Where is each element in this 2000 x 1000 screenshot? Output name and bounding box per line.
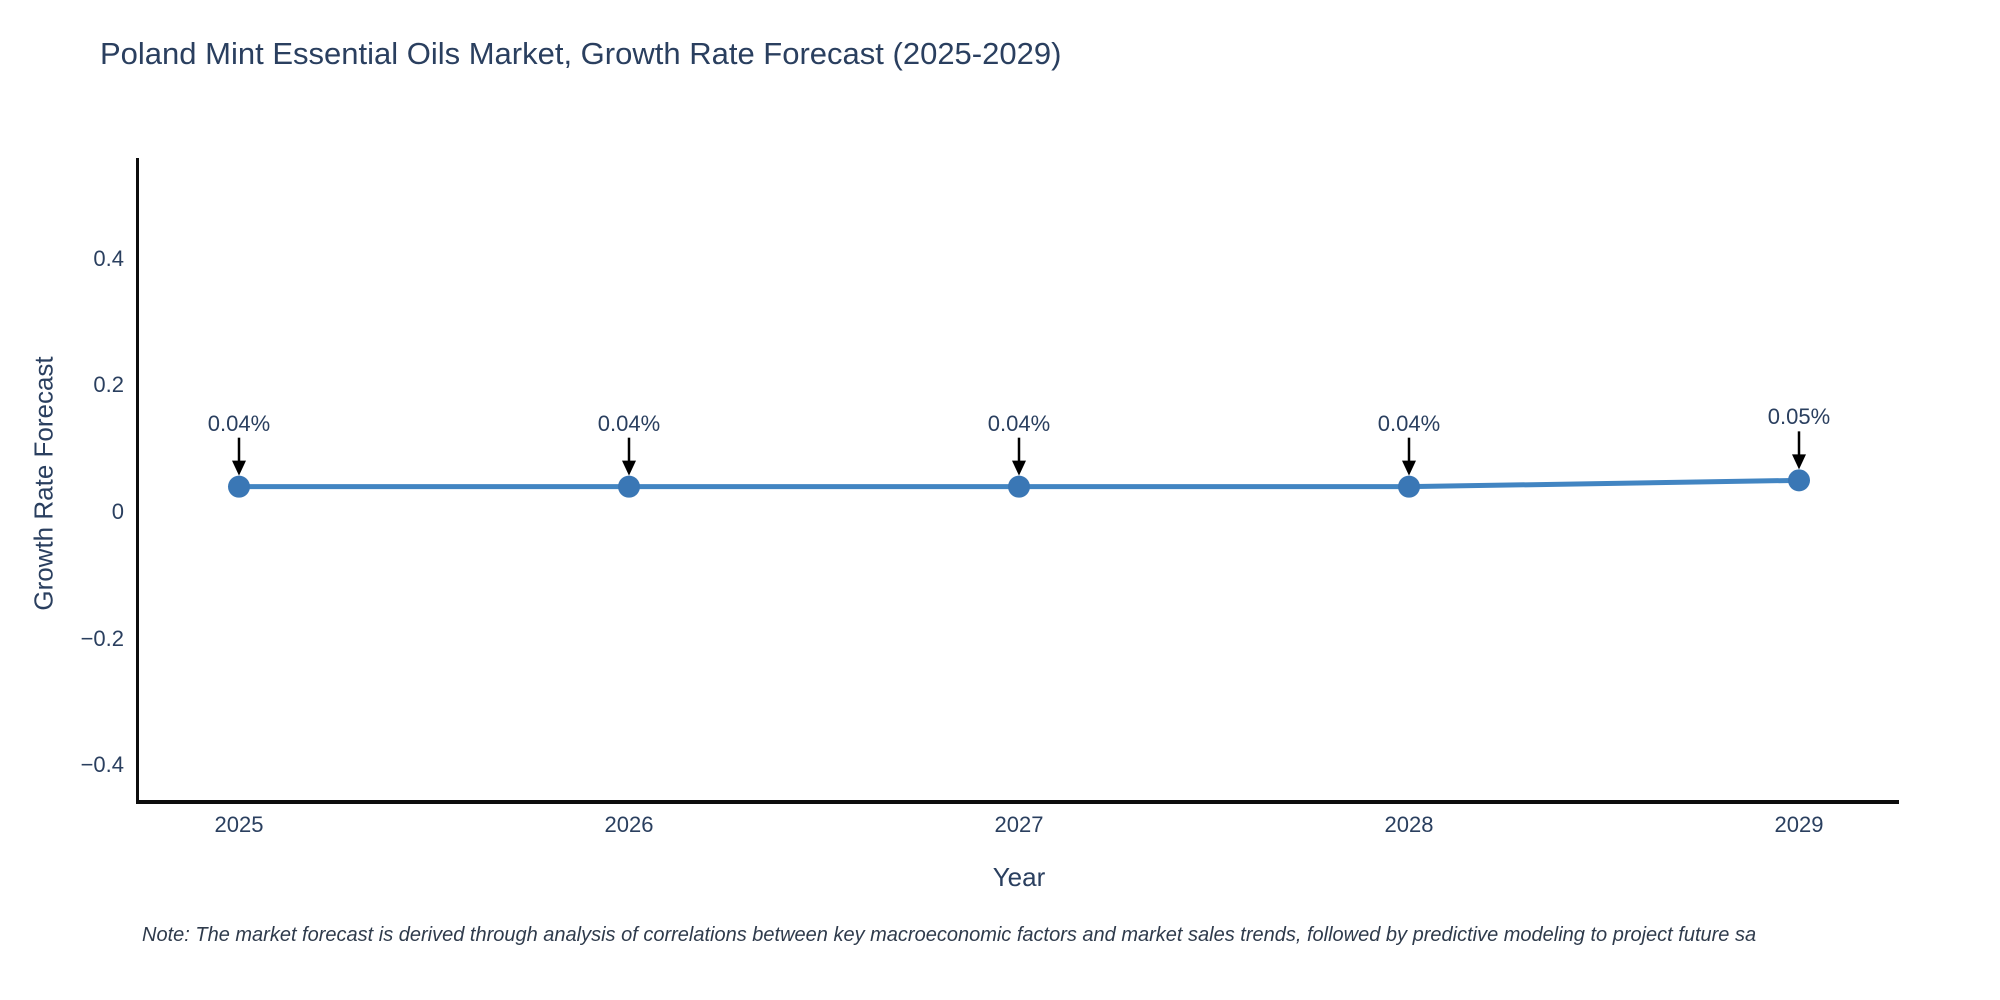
chart-title: Poland Mint Essential Oils Market, Growt…: [100, 36, 1062, 71]
y-tick-label: −0.4: [80, 752, 124, 778]
y-axis-line: [136, 158, 139, 804]
data-point-marker: [1788, 469, 1810, 492]
point-value-label: 0.04%: [597, 410, 661, 436]
annotation-arrowhead-icon: [1402, 460, 1416, 476]
x-tick-label: 2029: [1774, 812, 1824, 837]
x-tick-label: 2026: [604, 812, 654, 837]
annotation-arrowhead-icon: [1012, 460, 1026, 476]
point-value-label: 0.04%: [987, 410, 1051, 436]
data-point-marker: [1008, 475, 1030, 498]
footnote: Note: The market forecast is derived thr…: [142, 924, 1757, 946]
y-tick-label: 0.4: [93, 245, 124, 271]
x-tick-label: 2028: [1384, 812, 1434, 837]
annotation-arrowhead-icon: [622, 460, 636, 476]
annotation-arrowhead-icon: [232, 460, 246, 476]
y-tick-label: −0.2: [80, 625, 124, 651]
x-axis-title: Year: [992, 862, 1046, 892]
data-point-marker: [618, 475, 640, 498]
point-value-label: 0.05%: [1767, 404, 1831, 430]
x-tick-label: 2027: [994, 812, 1044, 837]
x-axis-line: [136, 800, 1899, 804]
y-tick-label: 0.2: [93, 372, 124, 398]
data-point-marker: [1398, 475, 1420, 498]
x-tick-label: 2025: [214, 812, 264, 837]
point-value-label: 0.04%: [1377, 410, 1441, 436]
data-point-marker: [228, 475, 250, 498]
annotation-arrowhead-icon: [1792, 454, 1806, 470]
y-tick-label: 0: [111, 499, 124, 524]
point-value-label: 0.04%: [207, 410, 271, 436]
